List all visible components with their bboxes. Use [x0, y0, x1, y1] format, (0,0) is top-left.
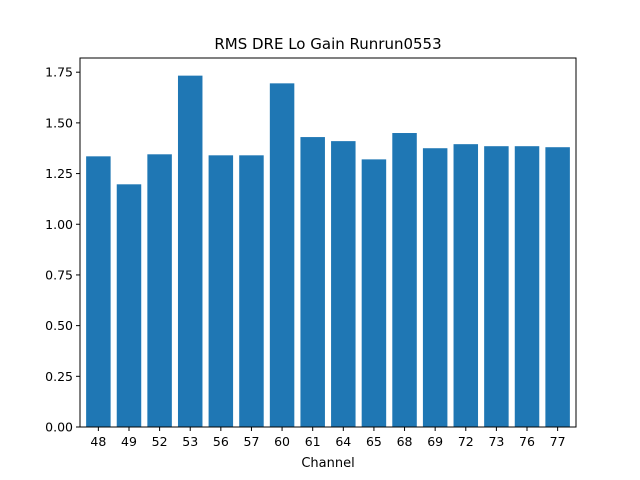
x-tick-label: 76: [519, 434, 535, 449]
bars-group: [86, 75, 570, 428]
x-tick-label: 64: [335, 434, 351, 449]
x-tick-label: 77: [550, 434, 566, 449]
y-tick-label: 0.25: [45, 369, 73, 384]
bar-48: [86, 156, 111, 428]
bar-64: [331, 141, 356, 427]
bar-65: [361, 159, 387, 427]
bar-77: [545, 147, 570, 427]
x-tick-label: 60: [274, 434, 290, 449]
bar-53: [177, 75, 203, 427]
y-tick-label: 1.50: [45, 115, 73, 130]
bar-68: [392, 133, 417, 427]
x-tick-label: 48: [90, 434, 106, 449]
bar-49: [116, 184, 142, 427]
bar-69: [422, 148, 448, 427]
x-tick-label: 49: [121, 434, 137, 449]
bar-60: [269, 83, 295, 427]
bar-61: [300, 137, 325, 428]
x-tick-label: 65: [366, 434, 382, 449]
y-tick-label: 1.75: [45, 65, 73, 80]
x-tick-label: 61: [305, 434, 321, 449]
y-tick-label: 0.75: [45, 267, 73, 282]
x-tick-label: 52: [152, 434, 168, 449]
y-tick-label: 0.00: [45, 420, 73, 435]
y-tick-label: 0.50: [45, 318, 73, 333]
x-tick-label: 72: [458, 434, 474, 449]
axes-frame: [79, 57, 577, 428]
bar-56: [208, 155, 234, 428]
x-tick-label: 68: [397, 434, 413, 449]
x-tick-label: 56: [213, 434, 229, 449]
x-tick-label: 73: [488, 434, 504, 449]
x-axis-ticks: 48 49 52 53 56 57 60 61 64 65 68 69 72 73 76 77: [90, 427, 566, 449]
y-tick-label: 1.00: [45, 217, 73, 232]
x-axis-label: Channel: [301, 456, 354, 471]
bar-76: [514, 146, 540, 427]
x-tick-label: 57: [244, 434, 260, 449]
y-tick-label: 1.25: [45, 166, 73, 181]
chart-title: RMS DRE Lo Gain Runrun0553: [214, 35, 441, 53]
x-tick-label: 69: [427, 434, 443, 449]
bar-73: [484, 146, 509, 427]
y-axis-ticks: 0.00 0.25 0.50 0.75 1.00 1.25 1.50 1.75: [45, 65, 80, 435]
bar-72: [453, 144, 479, 427]
bar-57: [239, 155, 264, 428]
x-tick-label: 53: [182, 434, 198, 449]
bar-52: [147, 154, 172, 428]
